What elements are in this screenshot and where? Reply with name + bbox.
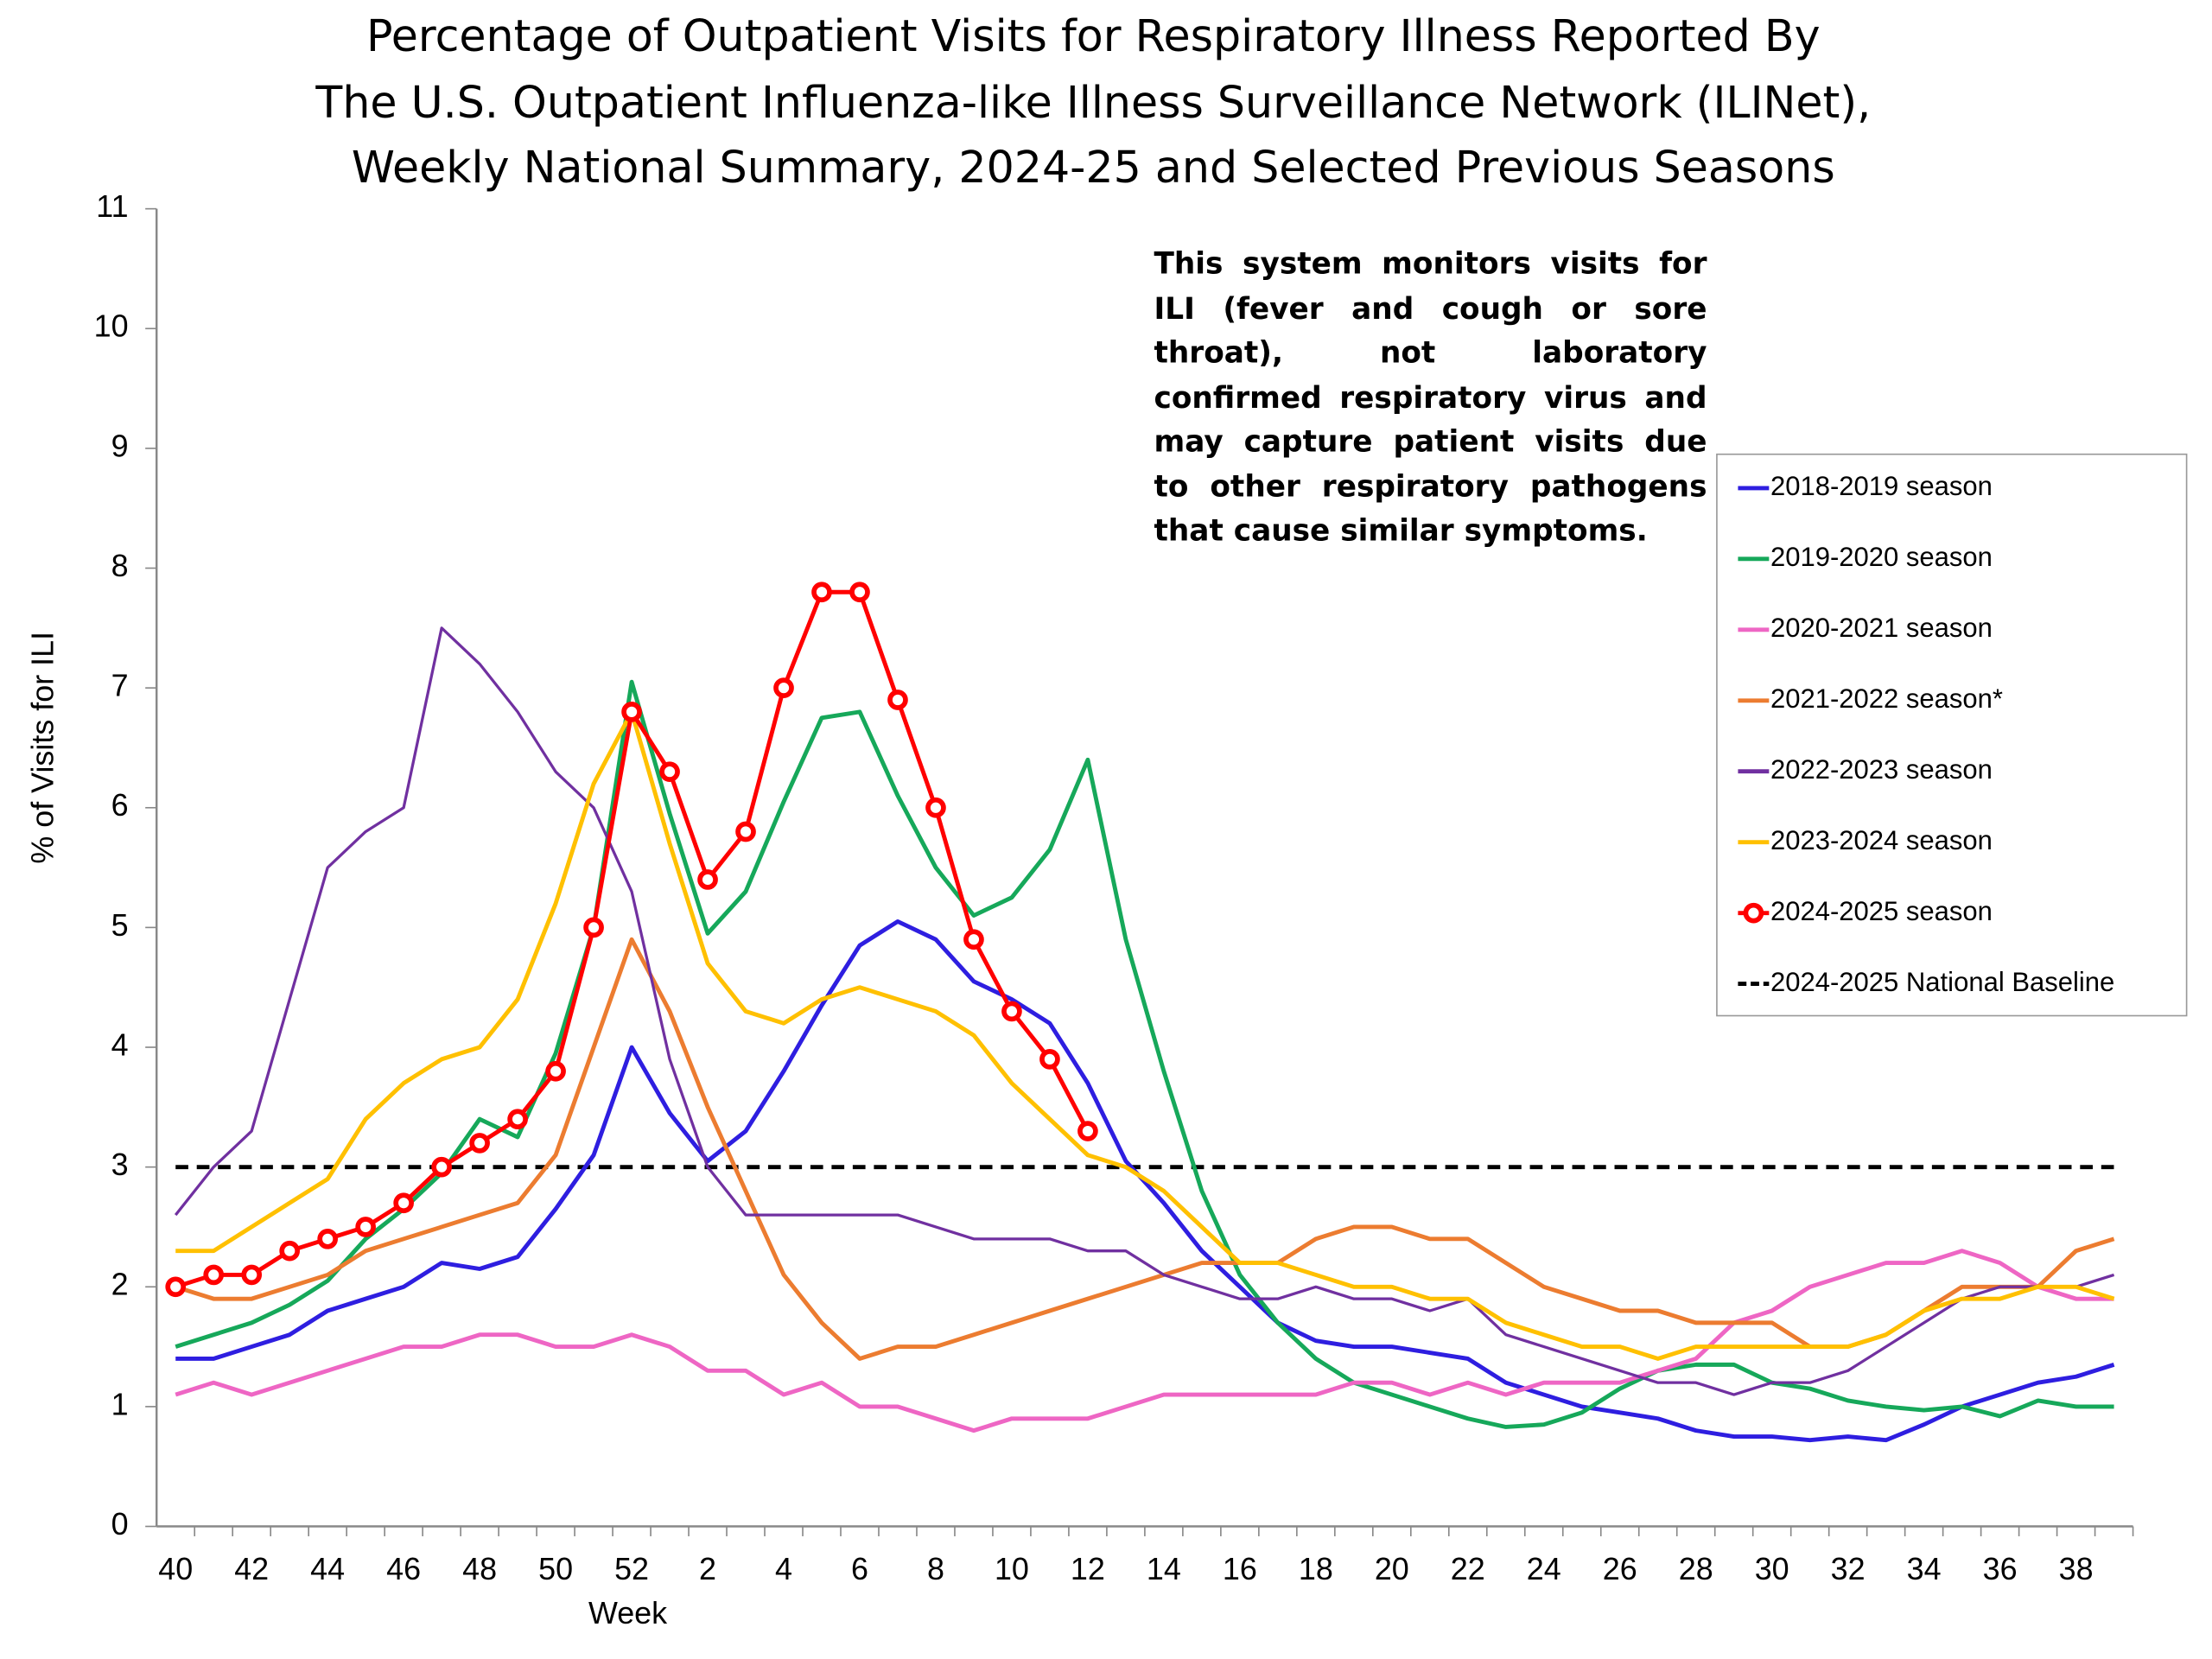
series-line (175, 679, 2114, 1429)
series-line (175, 1249, 2114, 1433)
legend-label: 2019-2020 season (1770, 542, 1993, 572)
x-tick-label: 34 (1907, 1551, 1942, 1586)
y-tick-label: 0 (111, 1506, 129, 1541)
y-axis-title: % of Visits for ILI (25, 632, 60, 864)
x-tick-label: 22 (1451, 1551, 1485, 1586)
data-point (469, 1133, 490, 1154)
data-point (697, 869, 718, 890)
data-point (317, 1228, 339, 1249)
data-point (887, 690, 908, 710)
x-tick-label: 8 (927, 1551, 944, 1586)
x-tick-label: 46 (386, 1551, 421, 1586)
x-tick-label: 48 (462, 1551, 497, 1586)
data-point (849, 582, 870, 603)
x-tick-label: 50 (538, 1551, 573, 1586)
data-point (355, 1217, 376, 1237)
x-tick-label: 24 (1527, 1551, 1561, 1586)
data-point (963, 929, 984, 950)
x-tick-label: 40 (158, 1551, 193, 1586)
x-tick-label: 2 (699, 1551, 716, 1586)
data-point (1039, 1049, 1060, 1070)
y-tick-label: 8 (111, 548, 129, 583)
x-tick-label: 36 (1983, 1551, 2018, 1586)
chart-title: Weekly National Summary, 2024-25 and Sel… (352, 142, 1835, 193)
x-tick-label: 42 (234, 1551, 269, 1586)
y-tick-label: 7 (111, 668, 129, 703)
legend-marker (1743, 902, 1764, 924)
x-tick-label: 44 (310, 1551, 345, 1586)
chart-title: Percentage of Outpatient Visits for Resp… (366, 10, 1820, 61)
legend-label: 2022-2023 season (1770, 754, 1993, 785)
y-tick-label: 10 (94, 308, 129, 344)
chart-title: The U.S. Outpatient Influenza-like Illne… (315, 77, 1871, 128)
y-tick-label: 1 (111, 1386, 129, 1421)
data-point (925, 797, 946, 818)
x-tick-label: 16 (1223, 1551, 1257, 1586)
data-point (583, 917, 604, 938)
data-point (165, 1276, 187, 1298)
data-point (279, 1240, 301, 1262)
x-tick-label: 30 (1755, 1551, 1789, 1586)
y-tick-label: 3 (111, 1147, 129, 1182)
series-line (175, 919, 2115, 1443)
legend-label: 2021-2022 season* (1770, 683, 2003, 714)
data-point (507, 1109, 528, 1130)
legend-box (1716, 453, 2188, 1017)
data-point (735, 821, 756, 842)
x-tick-label: 6 (851, 1551, 868, 1586)
y-tick-label: 2 (111, 1267, 129, 1302)
x-tick-label: 38 (2059, 1551, 2094, 1586)
series-line (175, 937, 2115, 1361)
annotation: This system monitors visits for ILI (fev… (1154, 246, 1707, 548)
data-point (241, 1264, 263, 1286)
x-tick-label: 14 (1147, 1551, 1181, 1586)
data-point (773, 677, 794, 698)
data-point (431, 1156, 452, 1178)
data-point (621, 702, 642, 722)
y-tick-label: 9 (111, 428, 129, 463)
x-tick-label: 18 (1299, 1551, 1333, 1586)
data-point (203, 1264, 225, 1286)
series-line (174, 626, 2115, 1396)
y-tick-label: 4 (111, 1027, 129, 1063)
data-point (545, 1060, 566, 1082)
y-tick-label: 5 (111, 907, 129, 943)
x-tick-label: 28 (1679, 1551, 1713, 1586)
annotation-box: This system monitors visits for ILI (fev… (1154, 246, 1707, 548)
x-tick-label: 4 (775, 1551, 792, 1586)
legend-label: 2023-2024 season (1770, 825, 1993, 855)
legend-label: 2018-2019 season (1770, 471, 1993, 501)
x-tick-label: 20 (1375, 1551, 1409, 1586)
x-tick-label: 12 (1071, 1551, 1105, 1586)
x-tick-label: 32 (1831, 1551, 1866, 1586)
data-point (393, 1192, 414, 1214)
x-tick-label: 52 (614, 1551, 649, 1586)
x-tick-label: 26 (1603, 1551, 1637, 1586)
x-axis-title: Week (588, 1595, 667, 1630)
data-point (1077, 1121, 1098, 1141)
series-line (175, 709, 2115, 1361)
y-tick-label: 11 (96, 188, 128, 224)
legend-label: 2024-2025 National Baseline (1770, 967, 2114, 997)
data-point (811, 582, 832, 603)
legend-label: 2020-2021 season (1770, 613, 1993, 643)
data-point (1001, 1001, 1022, 1022)
x-tick-label: 10 (995, 1551, 1029, 1586)
y-tick-label: 6 (111, 787, 129, 823)
legend-label: 2024-2025 season (1770, 896, 1993, 926)
data-point (659, 761, 680, 783)
